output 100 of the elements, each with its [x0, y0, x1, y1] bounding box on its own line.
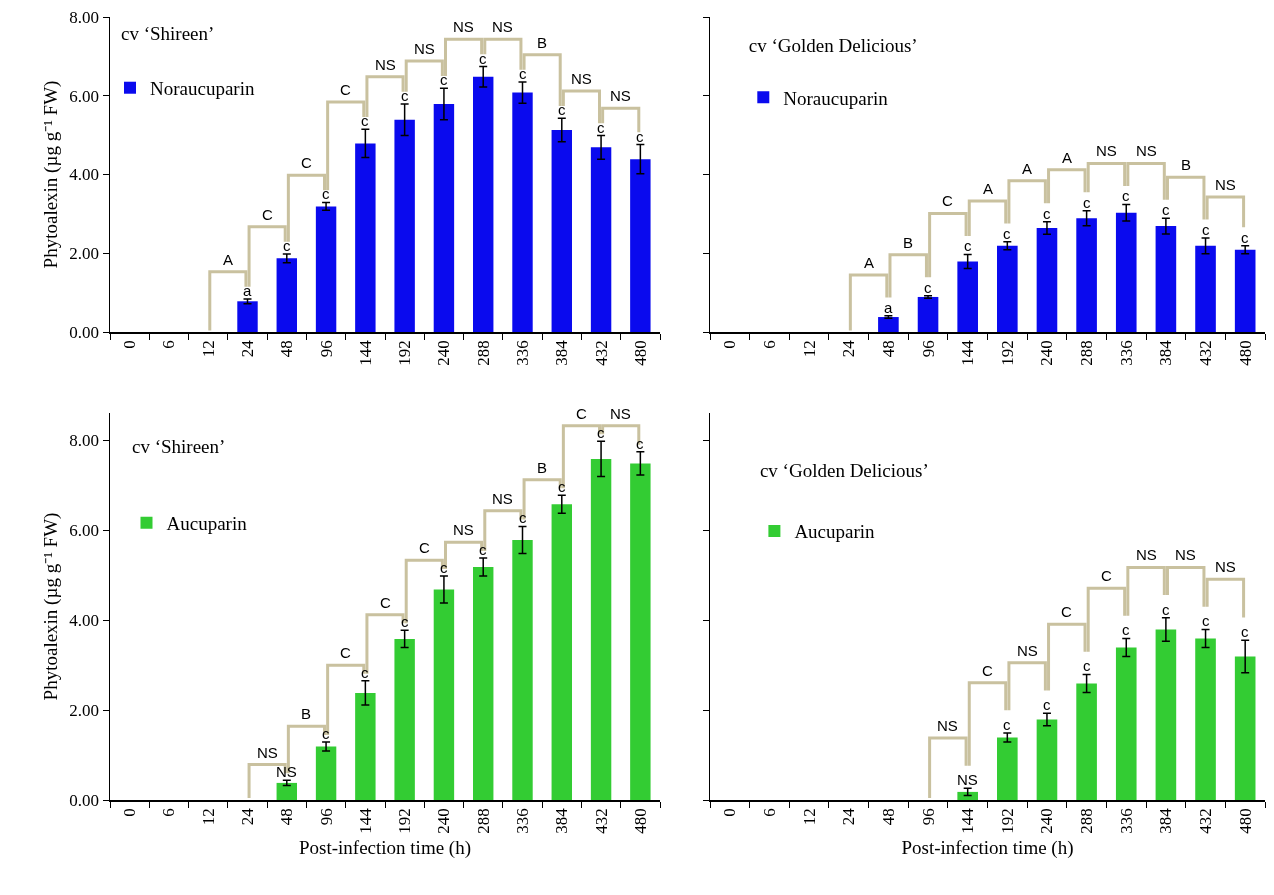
x-tick-label: 192 [997, 808, 1017, 834]
x-axis-title: Post-infection time (h) [298, 837, 472, 860]
x-tick-label: 48 [277, 340, 297, 358]
x-tick-label: 336 [513, 808, 533, 834]
bar [1234, 249, 1256, 332]
bar [590, 147, 612, 332]
bar [1036, 228, 1058, 332]
x-tick-label: 96 [316, 340, 336, 358]
data-label: c [1162, 201, 1170, 218]
annotation: A [223, 251, 234, 268]
bar [957, 261, 978, 332]
x-tick-label: 336 [1116, 340, 1136, 366]
annotation: C [419, 539, 430, 556]
x-tick-label: 6 [159, 340, 179, 349]
bar [1115, 647, 1137, 800]
x-tick-label: 384 [1156, 339, 1176, 366]
bar [1076, 683, 1097, 800]
annotation: NS [1096, 142, 1117, 159]
annotation: C [340, 644, 351, 661]
x-tick-label: 336 [1116, 808, 1136, 834]
annotation: NS [1175, 546, 1196, 563]
x-tick-label: 288 [473, 340, 493, 366]
bar [917, 296, 939, 332]
data-label: a [884, 299, 893, 316]
data-label: c [1122, 621, 1130, 638]
x-tick-label: 12 [198, 340, 218, 358]
bar [315, 746, 337, 800]
bar [355, 692, 376, 800]
x-tick-label: 96 [918, 340, 938, 358]
annotation: C [1061, 603, 1072, 620]
data-label: c [519, 65, 527, 82]
x-tick-label: 24 [839, 339, 859, 358]
data-label: c [1043, 696, 1051, 713]
bar [878, 317, 899, 332]
data-label: c [361, 112, 369, 129]
data-label: c [1241, 623, 1249, 640]
chart-title: cv ‘Shireen’ [121, 22, 215, 44]
bar [1195, 245, 1216, 332]
data-label: c [636, 128, 644, 145]
bar [551, 504, 572, 800]
x-tick-label: 144 [355, 807, 375, 834]
x-tick-label: 0 [720, 340, 740, 349]
data-label: c [558, 478, 566, 495]
annotation: NS [414, 40, 435, 57]
x-tick-label: 0 [720, 808, 740, 817]
y-tick-label: 0.00 [69, 322, 100, 342]
data-label: a [243, 282, 252, 299]
x-tick-label: 24 [238, 339, 258, 358]
bar [276, 782, 297, 800]
bar [551, 130, 572, 332]
bar [997, 737, 1018, 800]
annotation: NS [1215, 176, 1236, 193]
x-tick-label: 288 [1077, 340, 1097, 366]
annotation: NS [257, 744, 278, 761]
bar [315, 206, 337, 332]
x-tick-label: 480 [630, 808, 650, 834]
bar [237, 301, 258, 332]
annotation: NS [610, 405, 631, 422]
x-tick-label: 24 [839, 807, 859, 826]
annotation: B [903, 234, 914, 251]
data-label: c [964, 237, 972, 254]
data-label: c [440, 559, 448, 576]
data-label: c [322, 725, 330, 742]
bar [1036, 719, 1058, 800]
data-label: c [322, 185, 330, 202]
annotation: A [1022, 160, 1033, 177]
data-label: c [1122, 187, 1130, 204]
y-axis-title: Phytoalexin (µg g⁻¹ FW) [40, 512, 63, 701]
data-label: c [1241, 229, 1249, 246]
x-tick-label: 480 [1235, 340, 1255, 366]
x-tick-label: 480 [630, 340, 650, 366]
data-label: c [283, 237, 291, 254]
annotation: B [537, 34, 548, 51]
y-tick-label: 4.00 [69, 610, 100, 630]
bar [630, 463, 651, 800]
bar [512, 92, 533, 332]
bar [473, 566, 494, 800]
y-axis-title: Phytoalexin (µg g⁻¹ FW) [40, 80, 63, 269]
annotation: C [1101, 567, 1112, 584]
x-tick-label: 288 [1077, 808, 1097, 834]
bar [276, 258, 297, 332]
bar [1234, 656, 1256, 800]
x-tick-label: 432 [591, 808, 611, 834]
bar [1155, 226, 1177, 332]
annotation: C [576, 405, 587, 422]
annotation: NS [1215, 558, 1236, 575]
x-tick-label: 6 [759, 808, 779, 817]
x-tick-label: 432 [591, 340, 611, 366]
bar [473, 76, 494, 332]
annotation: NS [492, 18, 513, 35]
annotation: NS [1136, 142, 1157, 159]
bar [997, 245, 1018, 332]
annotation: C [942, 192, 953, 209]
bar [1195, 638, 1216, 800]
bar [433, 104, 455, 332]
data-label: c [636, 435, 644, 452]
bar [590, 458, 612, 800]
data-label: c [597, 119, 605, 136]
x-tick-label: 240 [1037, 808, 1057, 834]
x-tick-label: 0 [120, 340, 140, 349]
